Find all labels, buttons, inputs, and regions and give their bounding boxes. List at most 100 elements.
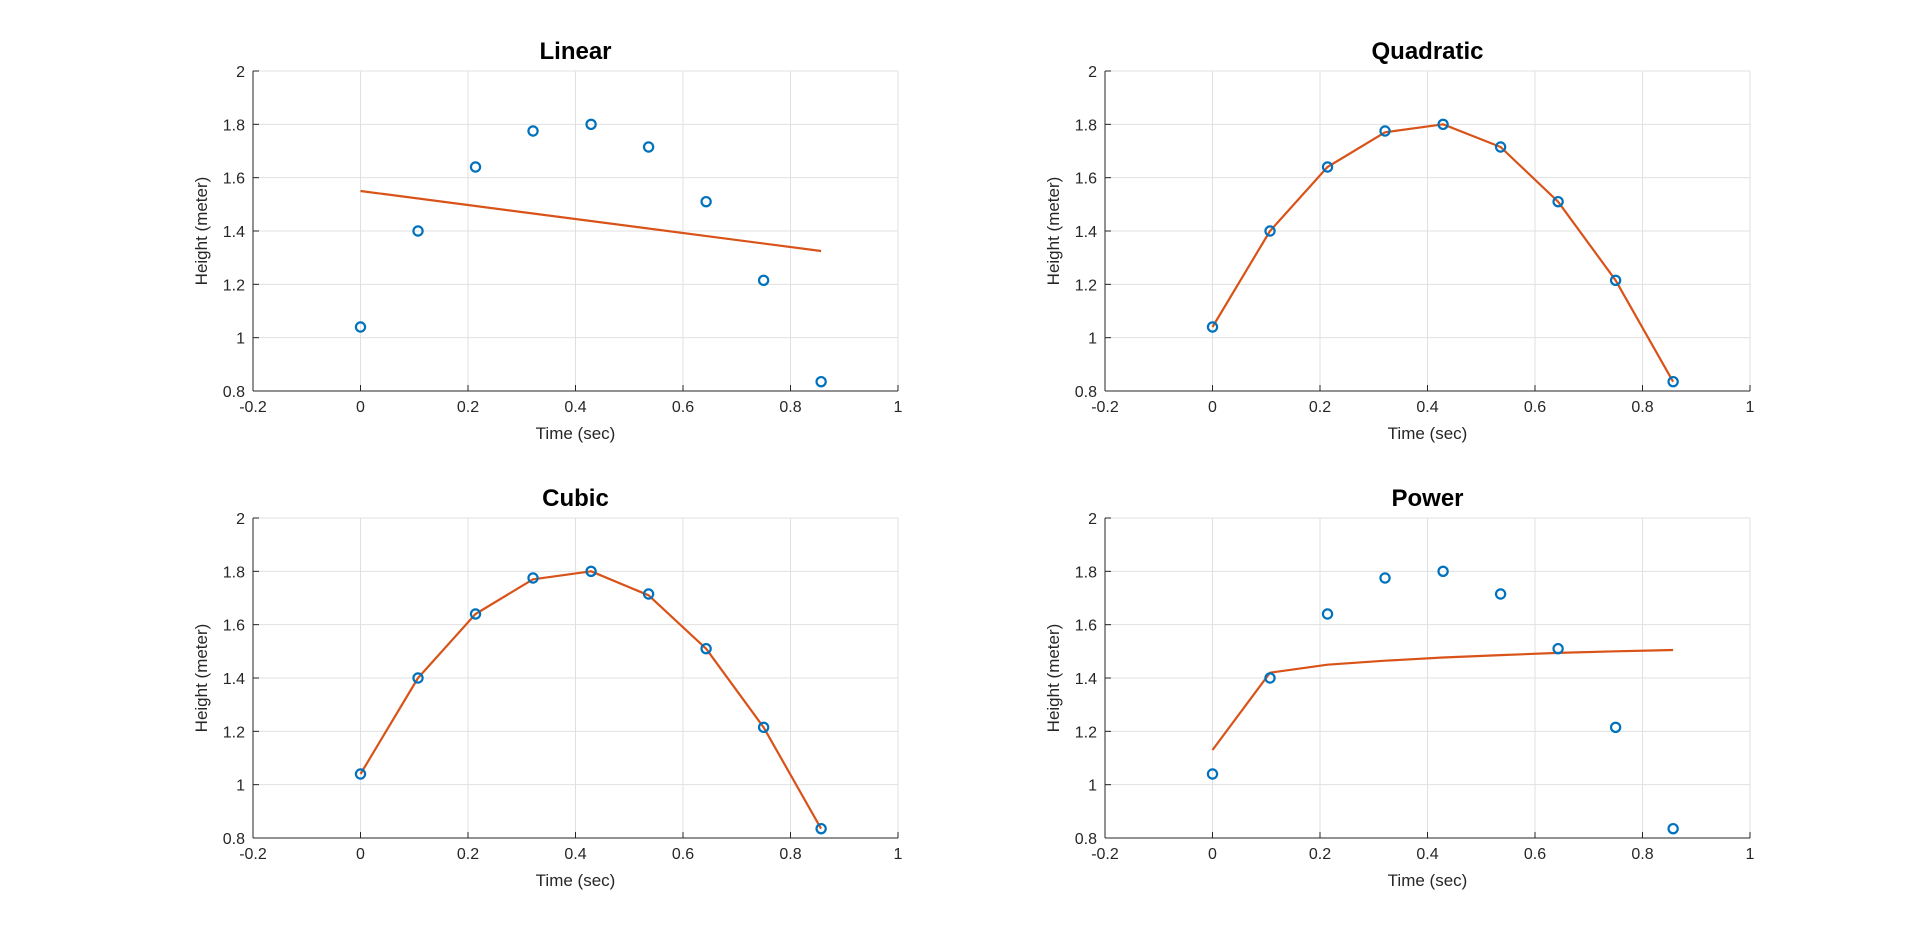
quadratic-data-point	[1609, 274, 1622, 287]
cubic-y-tick-label: 1.8	[223, 564, 245, 581]
linear-x-tick-label: 0.8	[779, 399, 801, 416]
linear-y-tick-label: 1.8	[223, 117, 245, 134]
power-y-axis-label: Height (meter)	[1044, 624, 1063, 733]
quadratic-x-axis-label: Time (sec)	[1388, 424, 1468, 443]
linear-data-point	[700, 195, 712, 208]
quadratic-x-tick-label: 0.2	[1309, 399, 1331, 416]
quadratic-fit-line	[1211, 123, 1675, 383]
cubic-y-tick-label: 0.8	[223, 831, 245, 848]
power-y-tick-label: 1	[1088, 778, 1097, 795]
cubic-chart: -0.2 0 0.2 0.4 0.6 0.8 1 0.8 1 1.2 1.4 1.6 1.8 2 Cubic…	[192, 485, 903, 890]
cubic-y-tick-label: 1.6	[223, 618, 245, 635]
cubic-x-tick-label: 0.2	[457, 846, 479, 863]
quadratic-chart-title: Quadratic	[1371, 38, 1483, 65]
quadratic-x-tick-label: -0.2	[1091, 399, 1119, 416]
cubic-data-point	[469, 608, 482, 620]
power-data-point	[1379, 572, 1391, 584]
power-x-tick-label: 0	[1208, 846, 1217, 863]
cubic-y-tick-label: 1.4	[223, 671, 245, 688]
quadratic-x-tick-label: 0.8	[1631, 399, 1653, 416]
quadratic-y-tick-label: 1.2	[1075, 277, 1097, 294]
linear-chart-title: Linear	[539, 38, 611, 65]
power-fit-line	[1211, 648, 1674, 751]
cubic-data-point	[815, 822, 827, 835]
power-data-point	[1206, 768, 1219, 780]
power-x-tick-label: 1	[1746, 846, 1755, 863]
cubic-x-tick-label: 0.6	[672, 846, 694, 863]
power-chart: -0.2 0 0.2 0.4 0.6 0.8 1 0.8 1 1.2 1.4 1.6 1.8 2 Power…	[1044, 485, 1755, 890]
power-y-tick-label: 1.4	[1075, 671, 1097, 688]
quadratic-data-point	[1437, 118, 1449, 131]
power-data-point	[1609, 721, 1622, 734]
linear-x-tick-label: 0.2	[457, 399, 479, 416]
quadratic-x-tick-label: 1	[1746, 399, 1755, 416]
quadratic-x-tick-label: 0	[1208, 399, 1217, 416]
quadratic-y-tick-label: 1.8	[1075, 117, 1097, 134]
power-data-point	[1321, 608, 1334, 620]
linear-x-tick-label: 1	[894, 399, 903, 416]
power-x-tick-label: 0.2	[1309, 846, 1331, 863]
cubic-data-point	[585, 565, 597, 578]
linear-data-point	[585, 118, 597, 131]
linear-data-point	[815, 375, 827, 388]
quadratic-data-point	[1321, 161, 1334, 173]
cubic-chart-title: Cubic	[542, 485, 609, 512]
linear-x-tick-label: 0	[356, 399, 365, 416]
linear-data-point	[354, 321, 367, 333]
linear-y-tick-label: 0.8	[223, 384, 245, 401]
cubic-y-tick-label: 1.2	[223, 724, 245, 741]
linear-y-tick-label: 1.4	[223, 224, 245, 241]
quadratic-x-tick-label: 0.6	[1524, 399, 1546, 416]
linear-data-point	[527, 125, 539, 137]
linear-data-point	[469, 161, 482, 173]
quadratic-chart: -0.2 0 0.2 0.4 0.6 0.8 1 0.8 1 1.2 1.4 1.6 1.8 2 Quadr…	[1044, 38, 1755, 443]
quadratic-x-tick-label: 0.4	[1416, 399, 1438, 416]
cubic-x-tick-label: 0.4	[564, 846, 586, 863]
quadratic-y-tick-label: 2	[1088, 64, 1097, 81]
cubic-data-point	[757, 721, 770, 734]
power-data-point	[1494, 588, 1507, 600]
linear-data-point	[757, 274, 770, 287]
cubic-data-point	[642, 588, 655, 600]
linear-x-tick-label: 0.6	[672, 399, 694, 416]
linear-y-axis-label: Height (meter)	[192, 177, 211, 286]
quadratic-data-point	[1667, 375, 1679, 388]
cubic-x-tick-label: 1	[894, 846, 903, 863]
quadratic-data-point	[1264, 225, 1276, 237]
quadratic-y-axis-label: Height (meter)	[1044, 177, 1063, 286]
quadratic-y-tick-label: 1.4	[1075, 224, 1097, 241]
power-x-tick-label: 0.8	[1631, 846, 1653, 863]
power-y-tick-label: 2	[1088, 511, 1097, 528]
quadratic-data-point	[1494, 141, 1507, 153]
cubic-data-point	[700, 642, 712, 655]
cubic-y-tick-label: 2	[236, 511, 245, 528]
power-y-tick-label: 1.2	[1075, 724, 1097, 741]
linear-data-point	[642, 141, 655, 153]
linear-x-axis-label: Time (sec)	[536, 424, 616, 443]
power-data-point	[1552, 642, 1564, 655]
quadratic-y-tick-label: 0.8	[1075, 384, 1097, 401]
linear-y-tick-label: 1	[236, 331, 245, 348]
power-y-tick-label: 0.8	[1075, 831, 1097, 848]
linear-x-tick-label: 0.4	[564, 399, 586, 416]
linear-y-tick-label: 1.2	[223, 277, 245, 294]
linear-fit-line	[360, 189, 822, 253]
cubic-data-point	[412, 672, 424, 684]
power-x-axis-label: Time (sec)	[1388, 871, 1468, 890]
power-y-tick-label: 1.8	[1075, 564, 1097, 581]
power-data-point	[1264, 672, 1276, 684]
quadratic-data-point	[1206, 321, 1219, 333]
linear-data-point	[412, 225, 424, 237]
power-x-tick-label: -0.2	[1091, 846, 1119, 863]
cubic-fit-line	[359, 570, 823, 830]
power-chart-title: Power	[1391, 485, 1463, 512]
quadratic-data-point	[1552, 195, 1564, 208]
linear-y-tick-label: 2	[236, 64, 245, 81]
power-x-tick-label: 0.6	[1524, 846, 1546, 863]
power-data-point	[1437, 565, 1449, 578]
cubic-data-point	[527, 572, 539, 584]
cubic-y-axis-label: Height (meter)	[192, 624, 211, 733]
cubic-y-tick-label: 1	[236, 778, 245, 795]
power-y-tick-label: 1.6	[1075, 618, 1097, 635]
